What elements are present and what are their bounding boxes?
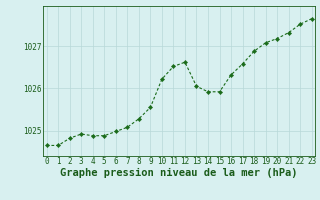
X-axis label: Graphe pression niveau de la mer (hPa): Graphe pression niveau de la mer (hPa) bbox=[60, 168, 298, 178]
